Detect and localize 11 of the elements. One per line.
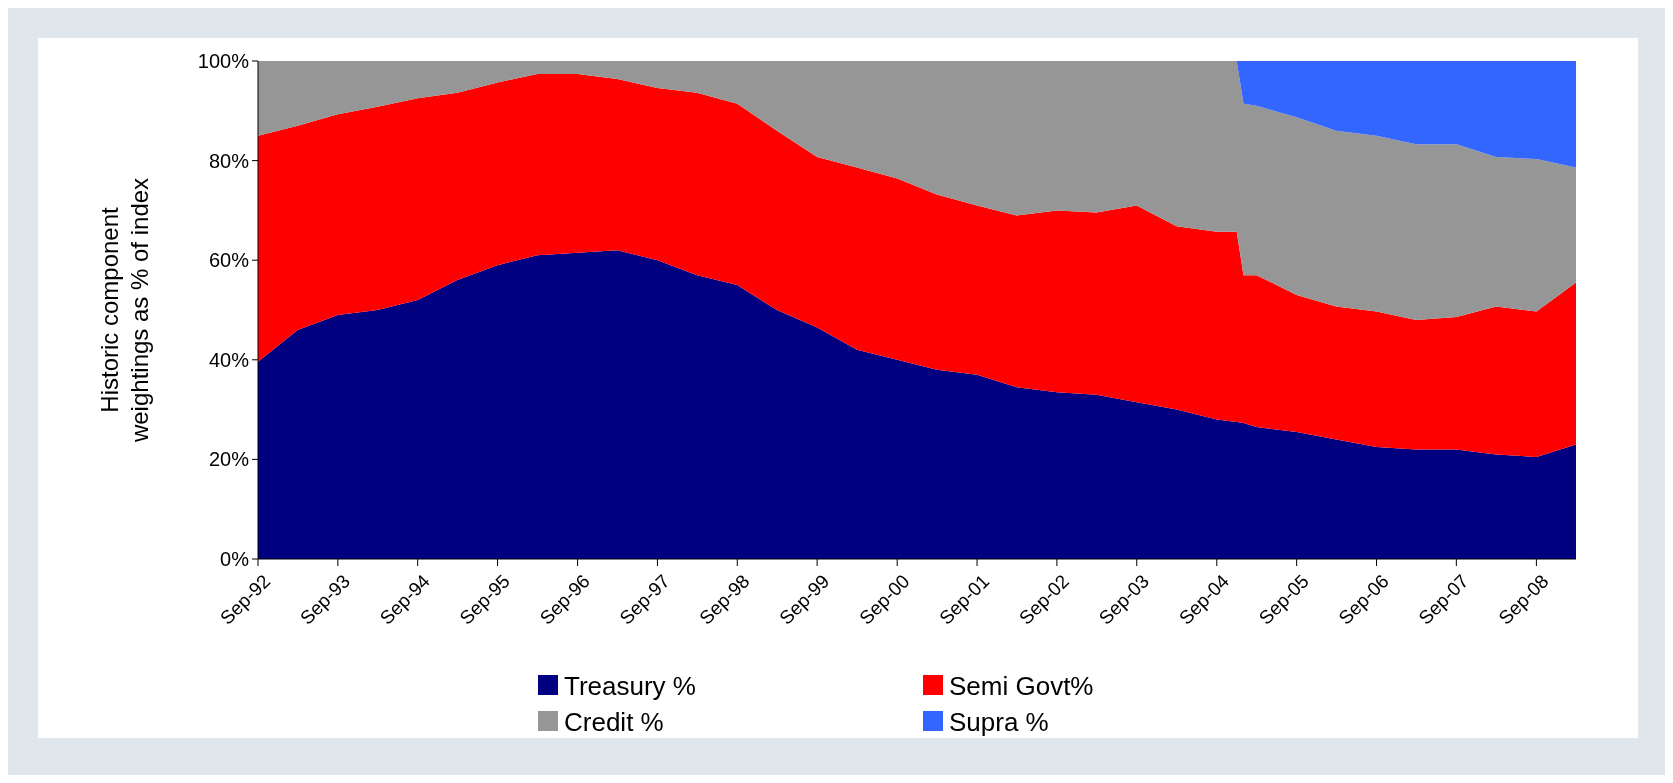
legend-label: Supra % [949,707,1049,738]
legend-label: Credit % [564,707,664,738]
legend-label: Treasury % [564,671,696,702]
y-tick-label: 20% [208,448,250,471]
y-tick-label: 80% [208,149,250,172]
y-tick-label: 40% [208,348,250,371]
legend-label: Semi Govt% [949,671,1094,702]
y-tick-label: 0% [220,548,250,570]
y-tick-label: 60% [208,249,250,272]
y-tick-label: 100% [197,50,250,72]
y-axis-title: Historic component weightings as % of index [96,177,153,444]
